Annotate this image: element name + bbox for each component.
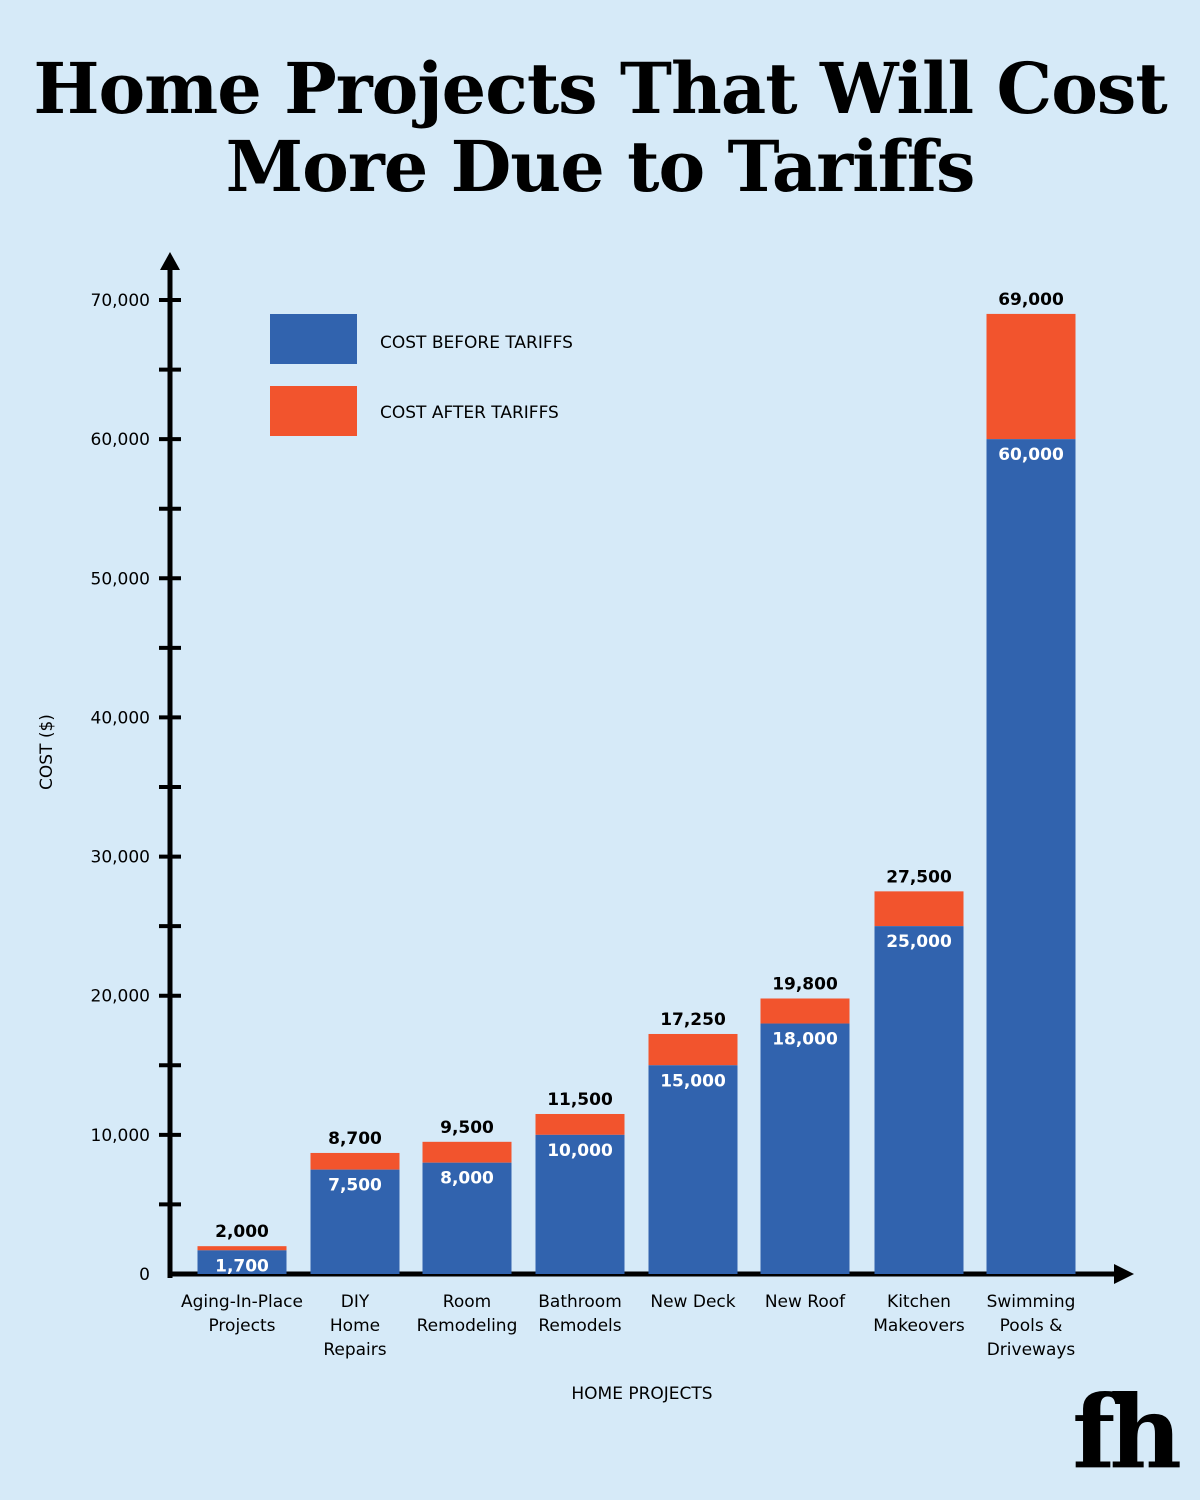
category-label: Room xyxy=(443,1292,491,1312)
value-label-after: 19,800 xyxy=(772,974,838,994)
bar-after-tariffs xyxy=(197,1246,287,1251)
legend-swatch xyxy=(270,314,357,364)
chart-title: Home Projects That Will Cost More Due to… xyxy=(33,47,1167,208)
value-label-after: 8,700 xyxy=(328,1129,382,1149)
legend-swatch xyxy=(270,386,357,436)
value-label-before: 10,000 xyxy=(547,1141,613,1161)
value-label-before: 18,000 xyxy=(772,1030,838,1050)
value-label-before: 8,000 xyxy=(440,1169,494,1189)
bar-before-tariffs xyxy=(197,1250,287,1274)
value-label-after: 2,000 xyxy=(215,1222,269,1242)
bar-before-tariffs xyxy=(535,1134,625,1274)
category-label: Pools & xyxy=(1000,1316,1063,1336)
y-tick-label: 50,000 xyxy=(91,569,150,589)
value-label-after: 9,500 xyxy=(440,1118,494,1138)
value-label-before: 1,700 xyxy=(215,1256,269,1276)
category-label: Home xyxy=(330,1316,380,1336)
bar-after-tariffs xyxy=(986,313,1076,440)
value-label-before: 15,000 xyxy=(660,1071,726,1091)
brand-logo: fh xyxy=(1072,1373,1182,1491)
bar-after-tariffs xyxy=(760,998,850,1024)
category-label: Remodeling xyxy=(417,1316,518,1336)
legend-label: COST AFTER TARIFFS xyxy=(380,403,559,423)
y-tick-label: 60,000 xyxy=(91,430,150,450)
category-label: Aging-In-Place xyxy=(181,1292,303,1312)
x-axis-arrow xyxy=(1114,1264,1134,1284)
bar-before-tariffs xyxy=(422,1162,512,1274)
category-label: DIY xyxy=(341,1292,370,1312)
legend-label: COST BEFORE TARIFFS xyxy=(380,333,573,353)
category-label: Projects xyxy=(208,1316,275,1336)
value-label-after: 27,500 xyxy=(886,867,952,887)
bar-before-tariffs xyxy=(874,926,964,1274)
category-label: New Deck xyxy=(650,1292,735,1312)
bar-after-tariffs xyxy=(310,1152,400,1170)
bar-before-tariffs xyxy=(760,1023,850,1274)
value-label-after: 69,000 xyxy=(998,290,1064,310)
value-label-after: 17,250 xyxy=(660,1010,726,1030)
bar-before-tariffs xyxy=(648,1065,738,1274)
category-label: Driveways xyxy=(987,1340,1076,1360)
y-axis-arrow xyxy=(160,252,180,270)
category-label: New Roof xyxy=(765,1292,846,1312)
y-tick-label: 40,000 xyxy=(91,708,150,728)
value-label-before: 7,500 xyxy=(328,1176,382,1196)
bar-after-tariffs xyxy=(422,1141,512,1163)
bar-before-tariffs xyxy=(310,1169,400,1274)
value-label-after: 11,500 xyxy=(547,1090,613,1110)
value-label-before: 60,000 xyxy=(998,445,1064,465)
category-label: Makeovers xyxy=(873,1316,965,1336)
y-tick-label: 10,000 xyxy=(91,1126,150,1146)
category-label: Swimming xyxy=(987,1292,1076,1312)
category-label: Kitchen xyxy=(887,1292,951,1312)
x-axis-label: HOME PROJECTS xyxy=(571,1384,712,1404)
y-axis-label: COST ($) xyxy=(37,714,57,790)
value-label-before: 25,000 xyxy=(886,932,952,952)
bar-after-tariffs xyxy=(648,1033,738,1066)
bar-before-tariffs xyxy=(986,439,1076,1275)
category-label: Repairs xyxy=(323,1340,386,1360)
y-tick-label: 70,000 xyxy=(91,291,150,311)
y-tick-label: 20,000 xyxy=(91,987,150,1007)
bar-after-tariffs xyxy=(874,891,964,927)
category-label: Bathroom xyxy=(538,1292,622,1312)
y-tick-label: 30,000 xyxy=(91,848,150,868)
category-label: Remodels xyxy=(538,1316,621,1336)
bar-after-tariffs xyxy=(535,1113,625,1135)
y-tick-label: 0 xyxy=(139,1265,150,1285)
